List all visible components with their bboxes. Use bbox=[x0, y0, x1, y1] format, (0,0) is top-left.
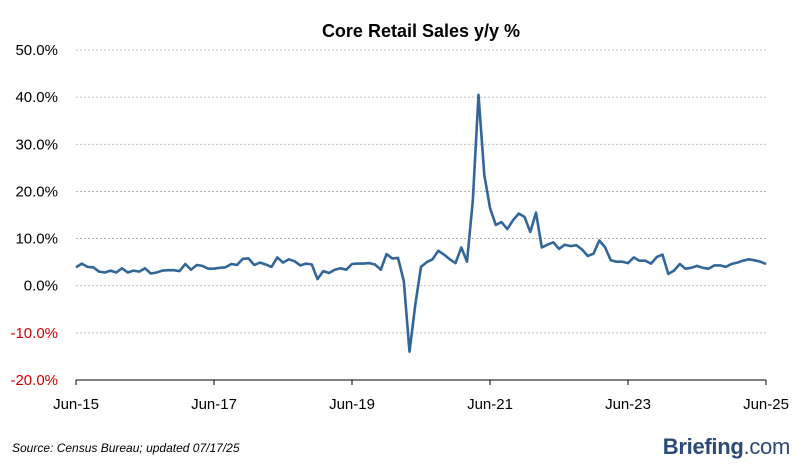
y-tick-label: 30.0% bbox=[15, 136, 58, 153]
briefing-logo: Briefing.com bbox=[662, 434, 791, 460]
x-tick-label: Jun-25 bbox=[743, 396, 789, 413]
series-line-core-retail-sales bbox=[75, 93, 767, 354]
x-axis-tick-labels: Jun-15 Jun-17 Jun-19 Jun-21 Jun-23 Jun-25 bbox=[53, 396, 789, 413]
x-axis bbox=[75, 379, 767, 385]
y-tick-label: 20.0% bbox=[15, 183, 58, 200]
x-tick-label: Jun-23 bbox=[605, 396, 651, 413]
x-tick-label: Jun-21 bbox=[467, 396, 513, 413]
gridlines bbox=[76, 49, 766, 334]
series-layer bbox=[75, 93, 767, 354]
source-note: Source: Census Bureau; updated 07/17/25 bbox=[12, 441, 240, 455]
y-tick-label: 50.0% bbox=[15, 42, 58, 59]
y-tick-label: 10.0% bbox=[15, 231, 58, 248]
chart-title: Core Retail Sales y/y % bbox=[322, 21, 520, 41]
y-tick-label: -10.0% bbox=[10, 325, 58, 342]
y-tick-label: 0.0% bbox=[24, 278, 58, 295]
brand-suffix: .com bbox=[743, 434, 791, 459]
x-tick-label: Jun-15 bbox=[53, 396, 99, 413]
x-tick-label: Jun-19 bbox=[329, 396, 375, 413]
x-tick-label: Jun-17 bbox=[191, 396, 237, 413]
y-axis-tick-labels: 50.0% 40.0% 30.0% 20.0% 10.0% 0.0% -10.0% -20.0… bbox=[10, 42, 58, 389]
brand-main: Briefing bbox=[662, 434, 744, 459]
y-tick-label: 40.0% bbox=[15, 89, 58, 106]
y-tick-label: -20.0% bbox=[10, 372, 58, 389]
